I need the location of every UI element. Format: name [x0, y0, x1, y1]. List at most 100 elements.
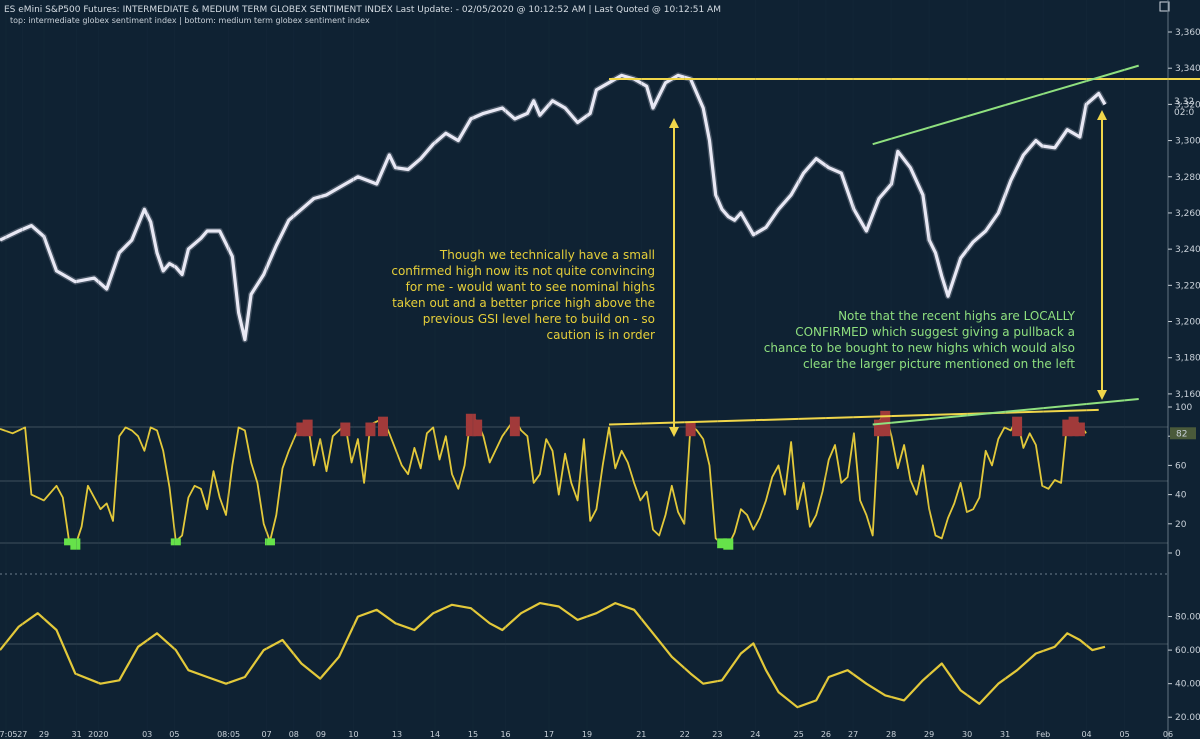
trendline-green	[872, 64, 1140, 146]
x-tick-label: 31	[1000, 730, 1010, 739]
price-panel: 3,360 3,340 3,320 3,300 3,280 3,260 3,240 3,220…	[0, 28, 1200, 400]
y-tick-label: 3,180	[1175, 354, 1200, 364]
x-tick-label: 29	[924, 730, 934, 739]
left-annotation-line: taken out and a better price high above …	[392, 296, 655, 310]
x-tick-label: 07	[262, 730, 272, 739]
arrow-head	[669, 118, 679, 128]
y-tick-label: 60	[1175, 461, 1187, 471]
right-annotation-line: chance to be bought to new highs which w…	[764, 341, 1075, 355]
y-tick-label: 3,280	[1175, 173, 1200, 183]
x-tick-label: 05	[169, 730, 179, 739]
high-marker	[465, 413, 476, 437]
x-tick-label: 03	[142, 730, 152, 739]
high-marker	[509, 416, 520, 437]
arrow-head	[1097, 110, 1107, 120]
y-tick-label: 0	[1175, 549, 1181, 559]
last-price-label: 02:0	[1174, 108, 1194, 118]
intermediate-gsi-panel: 10080604020082	[0, 398, 1196, 559]
high-marker	[1068, 416, 1079, 437]
right-annotation-line: Note that the recent highs are LOCALLY	[838, 309, 1076, 323]
x-tick-label: 15	[468, 730, 478, 739]
last-price-label: 3,32	[1174, 97, 1194, 107]
y-tick-label: 20	[1175, 520, 1187, 530]
high-marker	[302, 419, 313, 437]
current-value-label: 82	[1176, 429, 1187, 439]
y-tick-label: 40	[1175, 491, 1187, 501]
y-tick-label: 3,320	[1175, 100, 1200, 110]
x-axis: 07:052729312020030508:050708091013141516…	[0, 730, 1174, 739]
y-tick-label: 60.00	[1175, 646, 1200, 656]
left-annotation-line: previous GSI level here to build on - so	[423, 312, 655, 326]
x-tick-label: 23	[712, 730, 722, 739]
y-tick-label: 20.00	[1175, 713, 1200, 723]
y-tick-label: 3,360	[1175, 28, 1200, 38]
right-annotation: Note that the recent highs are LOCALLY C…	[764, 309, 1076, 371]
chart-subtitle: top: intermediate globex sentiment index…	[10, 16, 370, 25]
x-tick-label: 06	[1163, 730, 1173, 739]
x-tick-label: 28	[886, 730, 896, 739]
arrows	[669, 110, 1107, 437]
settings-icon[interactable]	[1159, 1, 1170, 12]
x-tick-label: 08:05	[217, 730, 240, 739]
chart-title: ES eMini S&P500 Futures: INTERMEDIATE & …	[4, 5, 721, 15]
x-tick-label: 25	[794, 730, 804, 739]
medium-term-gsi-panel: 80.00 60.00 40.00 20.00	[0, 602, 1200, 723]
x-tick-label: 05	[1119, 730, 1129, 739]
low-marker	[70, 538, 81, 550]
y-tick-label: 40.00	[1175, 680, 1200, 690]
x-tick-label: 09	[316, 730, 326, 739]
high-marker	[1012, 416, 1023, 437]
y-tick-label: 3,300	[1175, 137, 1200, 147]
x-tick-label: 24	[750, 730, 760, 739]
high-marker	[685, 422, 696, 437]
x-tick-label: 04	[1081, 730, 1091, 739]
low-marker	[264, 538, 275, 546]
y-tick-label: 100	[1175, 403, 1192, 413]
x-tick-label: 31	[71, 730, 81, 739]
x-tick-label: 07:05	[0, 730, 18, 739]
right-annotation-line: clear the larger picture mentioned on th…	[803, 357, 1075, 371]
low-marker	[170, 538, 181, 546]
left-annotation: Though we technically have a small confi…	[391, 248, 655, 342]
y-tick-label: 3,240	[1175, 245, 1200, 255]
high-marker	[340, 422, 351, 437]
low-marker	[64, 538, 75, 546]
x-tick-label: 08	[289, 730, 299, 739]
y-tick-label: 3,160	[1175, 390, 1200, 400]
x-tick-label: 14	[430, 730, 440, 739]
low-marker	[717, 538, 728, 549]
x-tick-label: 19	[582, 730, 592, 739]
x-tick-label: 22	[680, 730, 690, 739]
x-tick-label: 13	[392, 730, 402, 739]
left-annotation-line: caution is in order	[546, 328, 655, 342]
y-tick-label: 80.00	[1175, 613, 1200, 623]
x-tick-label: 10	[348, 730, 358, 739]
arrow-head	[669, 427, 679, 437]
high-marker	[1074, 422, 1085, 437]
arrow-head	[1097, 390, 1107, 400]
x-tick-label: 2020	[88, 730, 108, 739]
x-tick-label: Feb	[1036, 730, 1050, 739]
price-line	[0, 73, 1107, 342]
trendline-yellow	[608, 408, 1099, 426]
y-tick-label: 3,200	[1175, 318, 1200, 328]
low-marker	[723, 538, 734, 550]
y-tick-label: 3,340	[1175, 64, 1200, 74]
y-tick-label: 3,220	[1175, 281, 1200, 291]
x-tick-label: 27	[17, 730, 27, 739]
y-tick-label: 3,260	[1175, 209, 1200, 219]
medium-term-gsi-line	[0, 602, 1106, 709]
high-marker	[472, 419, 483, 437]
high-marker	[377, 416, 388, 437]
high-marker	[296, 422, 307, 437]
left-annotation-line: Though we technically have a small	[439, 248, 655, 262]
right-annotation-line: CONFIRMED which suggest giving a pullbac…	[795, 325, 1075, 339]
x-tick-label: 30	[962, 730, 972, 739]
high-marker	[873, 419, 884, 437]
x-tick-label: 21	[636, 730, 646, 739]
left-annotation-line: for me - would want to see nominal highs	[406, 280, 655, 294]
x-tick-label: 17	[544, 730, 554, 739]
trendline-green	[872, 398, 1139, 426]
